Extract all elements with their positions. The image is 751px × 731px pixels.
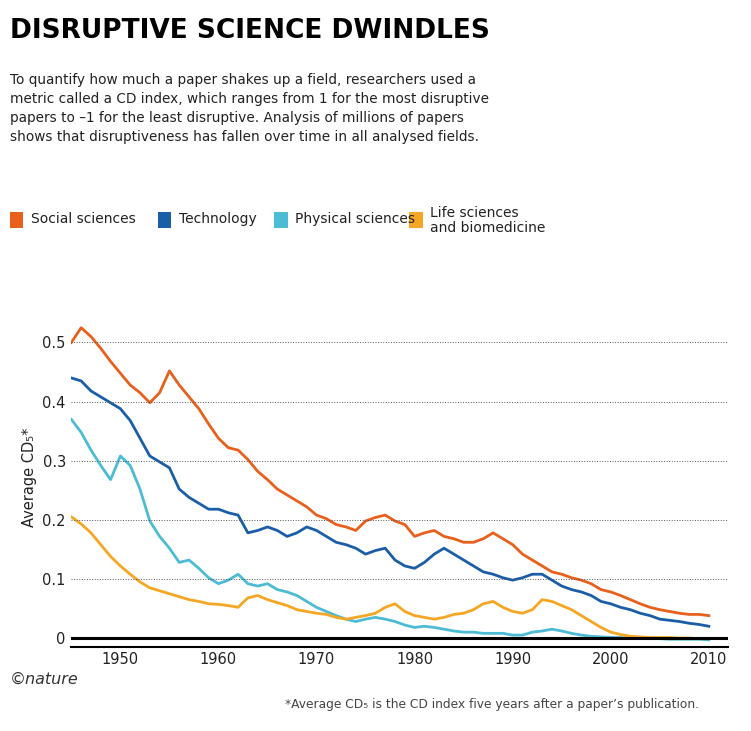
Text: ©nature: ©nature xyxy=(10,672,79,687)
Text: and biomedicine: and biomedicine xyxy=(430,221,546,235)
Text: Physical sciences: Physical sciences xyxy=(295,212,415,227)
Text: Social sciences: Social sciences xyxy=(31,212,135,227)
Text: Technology: Technology xyxy=(179,212,257,227)
Y-axis label: Average CD₅*: Average CD₅* xyxy=(22,427,37,527)
Text: Life sciences: Life sciences xyxy=(430,206,519,221)
Text: To quantify how much a paper shakes up a field, researchers used a
metric called: To quantify how much a paper shakes up a… xyxy=(10,73,489,144)
Text: DISRUPTIVE SCIENCE DWINDLES: DISRUPTIVE SCIENCE DWINDLES xyxy=(10,18,490,45)
Text: *Average CD₅ is the CD index five years after a paper’s publication.: *Average CD₅ is the CD index five years … xyxy=(285,697,699,711)
